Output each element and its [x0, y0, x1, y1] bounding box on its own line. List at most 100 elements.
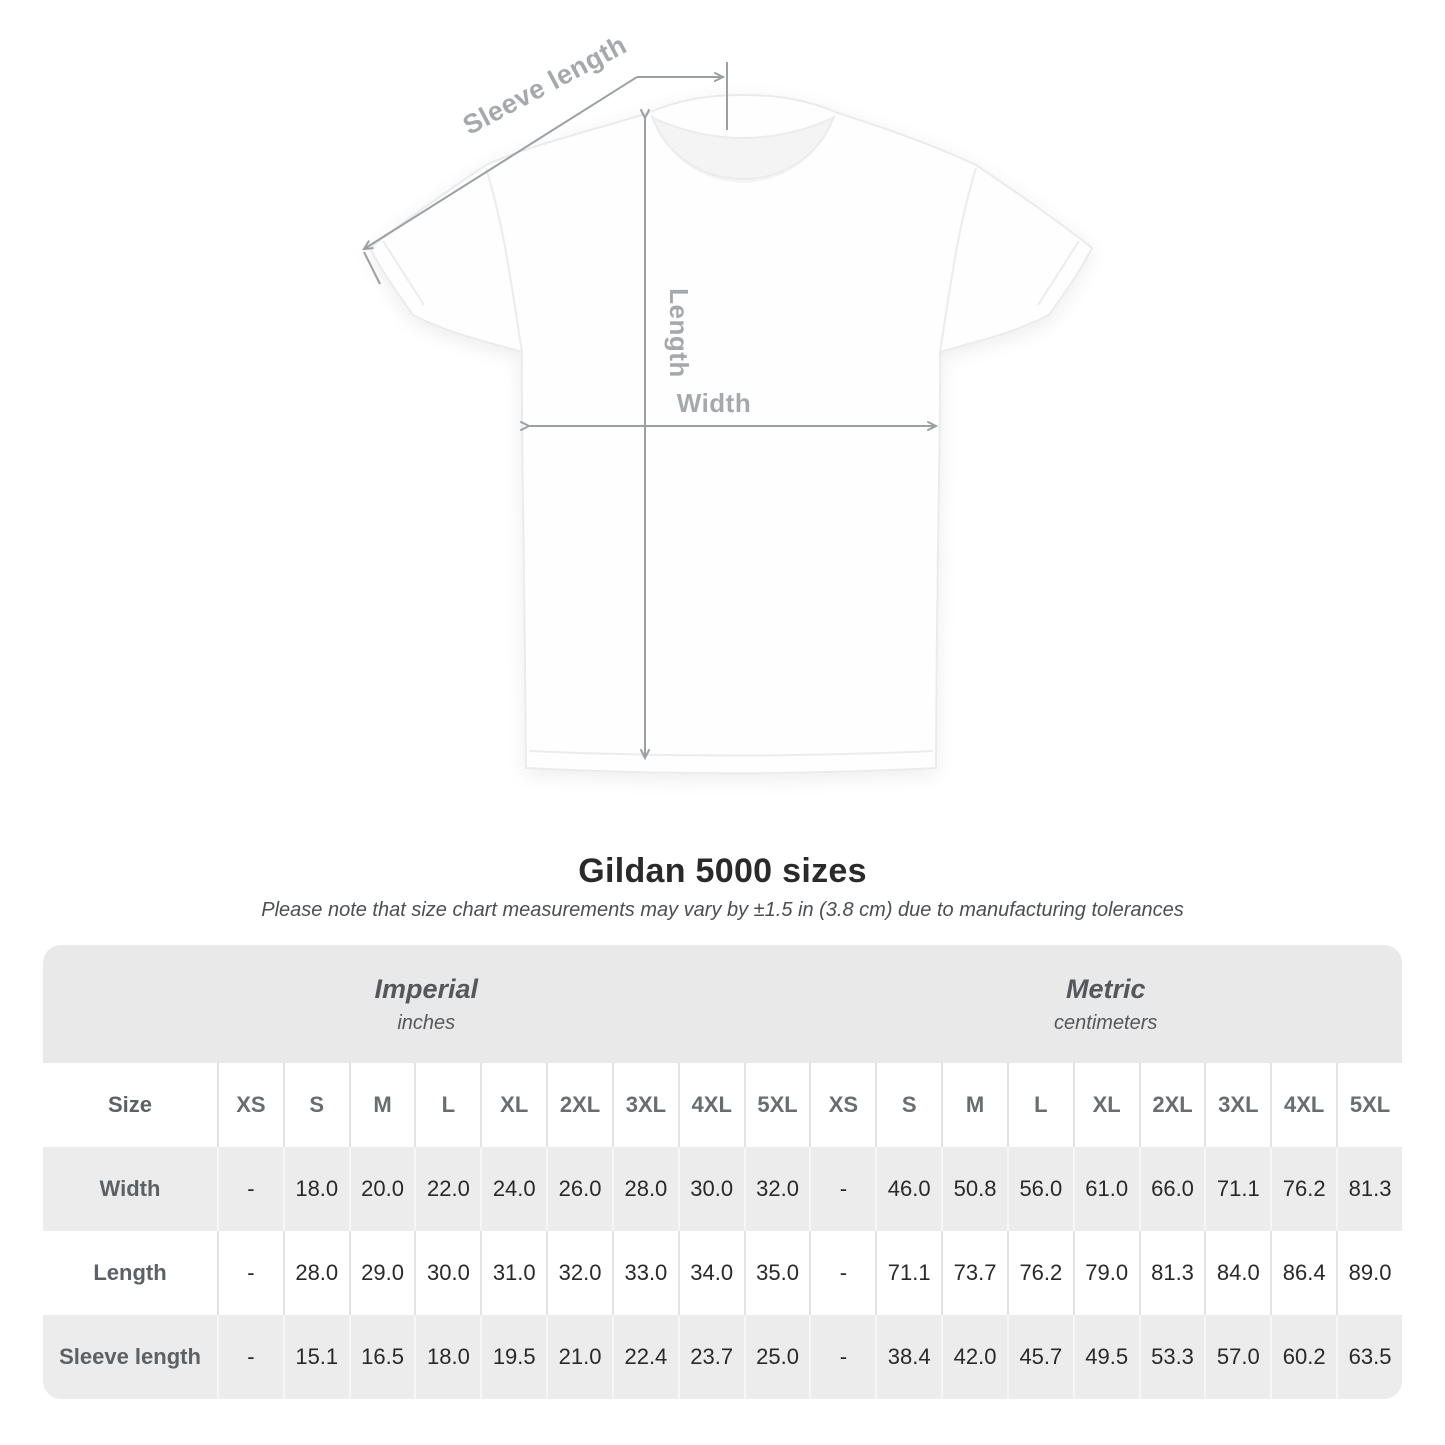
- row-label: Length: [93, 1260, 167, 1285]
- metric-header-cell: Metric centimeters: [809, 945, 1402, 1063]
- sleeve-end-tick: [363, 251, 381, 285]
- value-cell: 53.3: [1138, 1315, 1205, 1399]
- value-cell: 66.0: [1138, 1147, 1205, 1231]
- size-header-cell: XL: [480, 1063, 547, 1147]
- size-header-cell: 5XL: [743, 1063, 810, 1147]
- size-header-cell: 3XL: [1204, 1063, 1271, 1147]
- size-header-cell: 4XL: [1270, 1063, 1337, 1147]
- size-column-header: Size: [43, 1063, 217, 1147]
- tshirt-measurement-diagram: Sleeve length Length Width: [362, 29, 1093, 775]
- value-cell: 32.0: [743, 1147, 810, 1231]
- value-cell: 60.2: [1270, 1315, 1337, 1399]
- tolerance-note: Please note that size chart measurements…: [261, 899, 1184, 921]
- value-cell: 46.0: [875, 1147, 942, 1231]
- page-title: Gildan 5000 sizes: [578, 852, 867, 890]
- tshirt-seams: [382, 115, 1080, 757]
- size-header-cell: L: [1006, 1063, 1073, 1147]
- value-cell: -: [217, 1315, 283, 1399]
- value-cell: 20.0: [348, 1147, 415, 1231]
- value-cell: 15.1: [282, 1315, 349, 1399]
- value-cell: 23.7: [677, 1315, 744, 1399]
- value-cell: 89.0: [1336, 1231, 1402, 1315]
- tshirt-graphic: [369, 94, 1093, 775]
- value-cell: 18.0: [282, 1147, 349, 1231]
- value-cell: 26.0: [546, 1147, 612, 1231]
- size-header-row: Size XS S M L XL 2XL 3XL 4XL 5XL XS S M …: [43, 1063, 1402, 1147]
- imperial-unit: inches: [397, 1011, 456, 1034]
- value-cell: 86.4: [1270, 1231, 1336, 1315]
- value-cell: -: [809, 1315, 876, 1399]
- tshirt-neck-opening: [650, 115, 836, 183]
- unit-header-row: Imperial inches Metric centimeters: [43, 945, 1402, 1063]
- sleeve-length-label: Sleeve length: [458, 29, 632, 140]
- value-cell: 19.5: [480, 1315, 547, 1399]
- table-row-length: Length - 28.0 29.0 30.0 31.0 32.0 33.0 3…: [43, 1231, 1402, 1315]
- row-label: Sleeve length: [43, 1315, 217, 1399]
- metric-label: Metric: [1065, 973, 1146, 1004]
- value-cell: -: [217, 1147, 283, 1231]
- value-cell: 32.0: [546, 1231, 612, 1315]
- value-cell: 31.0: [480, 1231, 546, 1315]
- size-header-cell: M: [941, 1063, 1007, 1147]
- value-cell: -: [217, 1231, 283, 1315]
- value-cell: 42.0: [941, 1315, 1007, 1399]
- measurement-arrows: [362, 62, 939, 761]
- value-cell: 34.0: [677, 1231, 744, 1315]
- value-cell: 63.5: [1336, 1315, 1402, 1399]
- value-cell: 76.2: [1006, 1231, 1073, 1315]
- imperial-header-cell: Imperial inches: [43, 945, 810, 1063]
- size-header-cell: L: [414, 1063, 481, 1147]
- right-armhole-seam: [939, 167, 977, 353]
- value-cell: 49.5: [1072, 1315, 1139, 1399]
- value-cell: 71.1: [1204, 1147, 1271, 1231]
- value-cell: -: [809, 1147, 876, 1231]
- size-chart-table: Imperial inches Metric centimeters Size …: [43, 945, 1402, 1399]
- value-cell: 22.0: [414, 1147, 481, 1231]
- value-cell: 50.8: [941, 1147, 1007, 1231]
- size-header-cell: XL: [1072, 1063, 1139, 1147]
- size-header-cell: M: [348, 1063, 415, 1147]
- value-cell: 71.1: [875, 1231, 941, 1315]
- size-header-cell: 4XL: [677, 1063, 744, 1147]
- value-cell: -: [809, 1231, 875, 1315]
- tshirt-body: [369, 94, 1093, 775]
- imperial-label: Imperial: [374, 973, 478, 1004]
- metric-unit: centimeters: [1054, 1011, 1158, 1034]
- size-header-cell: 2XL: [1138, 1063, 1205, 1147]
- value-cell: 79.0: [1072, 1231, 1139, 1315]
- value-cell: 28.0: [611, 1147, 678, 1231]
- value-cell: 73.7: [941, 1231, 1007, 1315]
- value-cell: 18.0: [414, 1315, 481, 1399]
- value-cell: 61.0: [1072, 1147, 1139, 1231]
- width-label: Width: [677, 388, 751, 418]
- value-cell: 22.4: [611, 1315, 678, 1399]
- value-cell: 35.0: [743, 1231, 810, 1315]
- size-header-cell: 2XL: [546, 1063, 612, 1147]
- value-cell: 28.0: [282, 1231, 349, 1315]
- value-cell: 38.4: [875, 1315, 942, 1399]
- front-neckline: [651, 115, 835, 180]
- value-cell: 30.0: [414, 1231, 480, 1315]
- tshirt-diagram-svg: Sleeve length Length Width: [362, 29, 1093, 775]
- value-cell: 45.7: [1006, 1315, 1073, 1399]
- size-header-cell: XS: [217, 1063, 283, 1147]
- length-label: Length: [664, 288, 694, 378]
- size-header-cell: S: [875, 1063, 942, 1147]
- value-cell: 76.2: [1270, 1147, 1337, 1231]
- right-sleeve-hem: [1037, 240, 1080, 306]
- table-row-width: Width - 18.0 20.0 22.0 24.0 26.0 28.0 30…: [43, 1147, 1402, 1231]
- size-header-cell: S: [282, 1063, 349, 1147]
- row-label: Width: [43, 1147, 217, 1231]
- bottom-hem-seam: [528, 750, 934, 757]
- size-header-cell: 3XL: [611, 1063, 678, 1147]
- value-cell: 57.0: [1204, 1315, 1271, 1399]
- value-cell: 21.0: [546, 1315, 612, 1399]
- size-header-cell: XS: [809, 1063, 876, 1147]
- value-cell: 24.0: [480, 1147, 547, 1231]
- size-header-cell: 5XL: [1336, 1063, 1402, 1147]
- value-cell: 84.0: [1204, 1231, 1270, 1315]
- value-cell: 33.0: [611, 1231, 678, 1315]
- collar-band-line: [654, 118, 832, 139]
- value-cell: 25.0: [743, 1315, 810, 1399]
- value-cell: 81.3: [1138, 1231, 1205, 1315]
